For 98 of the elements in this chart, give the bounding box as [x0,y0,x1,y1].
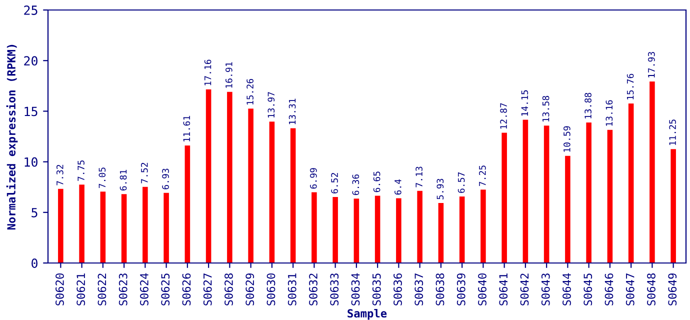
data-label: 12.87 [500,103,507,129]
bar [396,198,402,263]
data-label: 13.88 [584,92,592,118]
bar [100,192,106,263]
bar [332,197,338,263]
data-label: 6.36 [352,174,360,196]
bar [522,120,528,263]
data-label: 15.26 [246,78,254,104]
bar [58,188,64,263]
x-tick-label: S0630 [266,273,276,306]
y-tick-label: 25 [24,6,38,15]
x-tick-label: S0636 [394,273,402,306]
x-tick-label: S0633 [330,274,339,306]
x-tick-label: S0639 [456,273,466,306]
x-tick-label: S0622 [98,274,106,306]
data-label: 6.99 [310,168,317,189]
x-tick-label: S0625 [161,274,170,306]
data-label: 13.97 [268,92,275,118]
bar [121,194,127,263]
data-label: 17.93 [648,52,655,78]
bar [586,122,592,263]
bar [354,198,360,263]
x-tick-label: S0623 [118,274,128,306]
bar [480,190,486,263]
x-axis-title: Sample [348,308,387,320]
x-tick-label: S0642 [520,274,529,306]
x-tick-label: S0624 [140,273,148,306]
x-tick-label: S0627 [203,274,212,306]
bar [206,89,212,263]
x-tick-label: S0647 [626,274,634,306]
bar [312,192,317,263]
data-label: 6.57 [458,172,465,193]
x-tick-label: S0629 [246,273,254,306]
x-tick-label: S0621 [76,273,86,306]
bar [248,108,254,263]
x-tick-label: S0649 [668,273,677,306]
data-label: 13.16 [606,100,613,126]
y-tick-label: 0 [32,258,38,268]
data-label: 7.13 [416,166,422,188]
bar [184,146,190,263]
bar [79,184,84,263]
y-tick-label: 20 [24,56,38,66]
data-label: 7.75 [78,160,84,181]
x-tick-label: S0638 [436,273,444,306]
x-tick-label: S0634 [351,273,360,306]
y-axis-title: Normalized expression (RPKM) [6,44,18,230]
x-tick-label: S0637 [414,274,424,306]
data-label: 13.58 [542,96,550,122]
bar [227,92,232,263]
data-label: 6.93 [162,168,169,190]
bar [502,132,507,263]
data-label: 7.05 [98,168,106,188]
x-tick-label: S0648 [647,273,656,306]
bar [565,156,570,263]
x-tick-label: S0641 [499,273,508,306]
x-tick-label: S0626 [182,273,191,306]
x-tick-label: S0640 [478,273,486,306]
bar [142,186,148,263]
x-tick-label: S0646 [604,273,614,306]
data-label: 16.91 [225,62,232,88]
data-label: 6.52 [331,173,338,194]
bar [607,130,613,263]
data-label: 5.93 [436,178,444,200]
data-label: 11.61 [183,116,190,142]
bar [459,196,465,263]
bar [544,126,550,263]
data-label: 7.52 [140,162,148,184]
bar [269,122,275,263]
x-tick-label: S0631 [288,273,296,306]
y-tick-label: 15 [24,106,38,116]
x-tick-label: S0644 [562,273,571,306]
bar [438,202,444,263]
bar [670,149,676,263]
data-label: 11.25 [669,120,676,146]
bar [290,128,296,263]
data-label: 14.15 [521,90,528,116]
data-label: 6.4 [394,179,402,195]
data-label: 17.16 [204,60,212,86]
x-tick-label: S0635 [372,274,381,306]
bar [628,104,634,263]
data-label: 10.59 [564,126,570,152]
x-tick-label: S0645 [584,274,592,306]
data-label: 7.25 [479,166,486,186]
x-tick-label: S0628 [224,273,233,306]
y-tick-label: 5 [32,208,38,218]
data-label: 13.31 [288,98,296,124]
bar [164,192,169,263]
bar [650,82,655,263]
bar [374,196,380,263]
y-tick-label: 10 [24,157,38,167]
bar [417,190,422,263]
x-tick-label: S0643 [541,274,550,306]
data-label: 15.76 [626,74,634,100]
x-tick-label: S0620 [56,273,64,306]
data-label: 6.65 [373,172,380,192]
data-label: 6.81 [120,170,127,190]
data-label: 7.32 [56,164,64,186]
x-tick-label: S0632 [309,274,318,306]
